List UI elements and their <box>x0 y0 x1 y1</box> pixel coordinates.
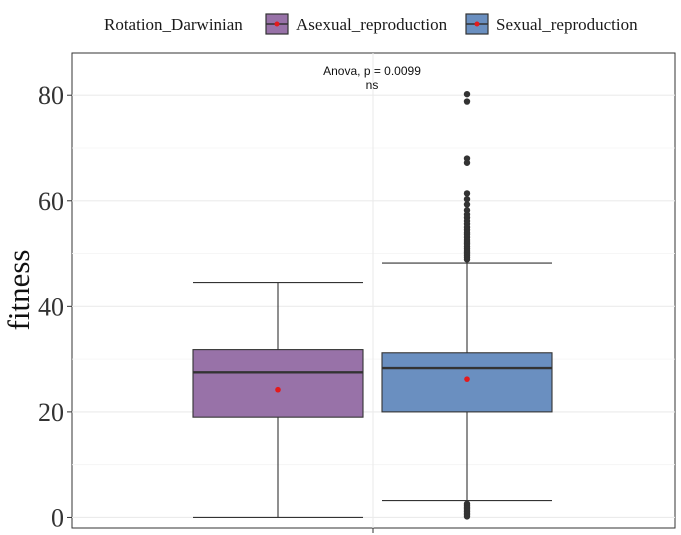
box-iqr <box>192 349 364 418</box>
mean-point <box>464 376 470 382</box>
anova-annotation: Anova, p = 0.0099 <box>323 64 421 78</box>
outlier-point <box>463 513 471 520</box>
significance-annotation: ns <box>366 78 379 92</box>
y-tick-label: 0 <box>51 503 64 532</box>
outlier-point <box>463 190 471 197</box>
y-tick-label: 20 <box>38 398 64 427</box>
legend-key-sexual <box>465 13 489 35</box>
y-tick-label: 80 <box>38 81 64 110</box>
outlier-point <box>463 195 471 203</box>
box-iqr <box>381 352 553 413</box>
y-tick-label: 40 <box>38 292 64 321</box>
y-tick-label: 60 <box>38 187 64 216</box>
outlier-point <box>463 98 471 105</box>
legend-label-asexual: Asexual_reproduction <box>296 15 448 34</box>
y-axis-title: fitness <box>1 250 36 331</box>
legend-label-sexual: Sexual_reproduction <box>496 15 638 34</box>
outlier-point <box>463 159 471 166</box>
box-series <box>192 90 553 520</box>
legend: Rotation_Darwinian Asexual_reproduction … <box>104 13 638 35</box>
y-axis: 0 20 40 60 80 <box>38 81 72 532</box>
outlier-point <box>463 201 471 208</box>
legend-title: Rotation_Darwinian <box>104 15 243 34</box>
box-sexual-reproduction <box>381 90 553 520</box>
legend-key-asexual <box>265 13 289 35</box>
gridlines <box>72 53 675 528</box>
mean-point <box>275 386 281 393</box>
outlier-point <box>463 256 471 263</box>
box-asexual-reproduction <box>192 282 364 518</box>
outlier-point <box>463 90 471 98</box>
